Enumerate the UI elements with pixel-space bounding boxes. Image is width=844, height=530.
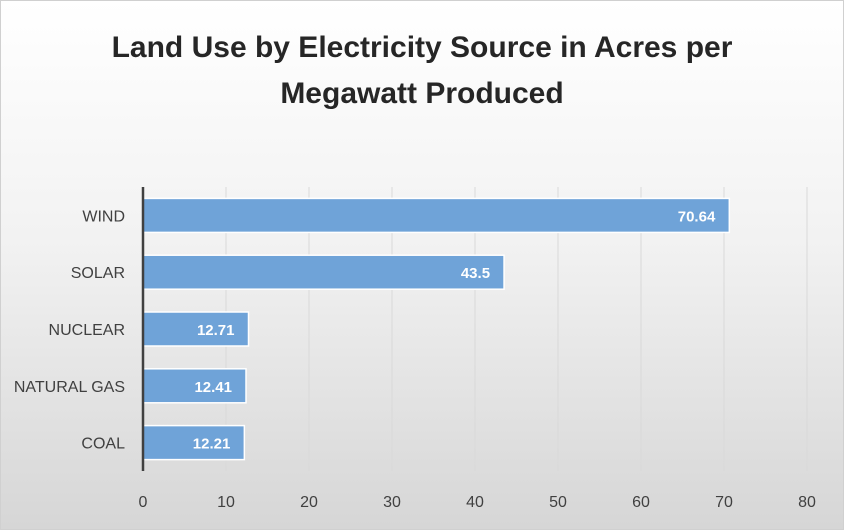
x-tick-label: 50 (549, 494, 567, 511)
x-tick-label: 10 (217, 494, 235, 511)
category-label: COAL (81, 436, 125, 453)
x-tick-label: 40 (466, 494, 484, 511)
x-tick-label: 60 (632, 494, 650, 511)
bar (142, 311, 250, 347)
x-tick-label: 20 (300, 494, 318, 511)
x-tick-label: 80 (798, 494, 816, 511)
category-label: NATURAL GAS (14, 379, 125, 396)
x-tick-label: 30 (383, 494, 401, 511)
category-label: WIND (82, 208, 125, 225)
category-label: NUCLEAR (49, 322, 125, 339)
category-label: SOLAR (71, 265, 125, 282)
bar (142, 424, 246, 461)
bar (142, 197, 731, 234)
chart-title: Land Use by Electricity Source in Acres … (111, 31, 733, 110)
data-label: 12.41 (194, 379, 232, 396)
x-tick-label: 70 (715, 494, 733, 511)
data-label: 12.71 (197, 322, 235, 339)
bar (142, 254, 505, 290)
x-tick-label: 0 (139, 494, 148, 511)
data-label: 70.64 (678, 208, 716, 225)
data-label: 12.21 (193, 436, 231, 453)
data-label: 43.5 (461, 265, 490, 282)
